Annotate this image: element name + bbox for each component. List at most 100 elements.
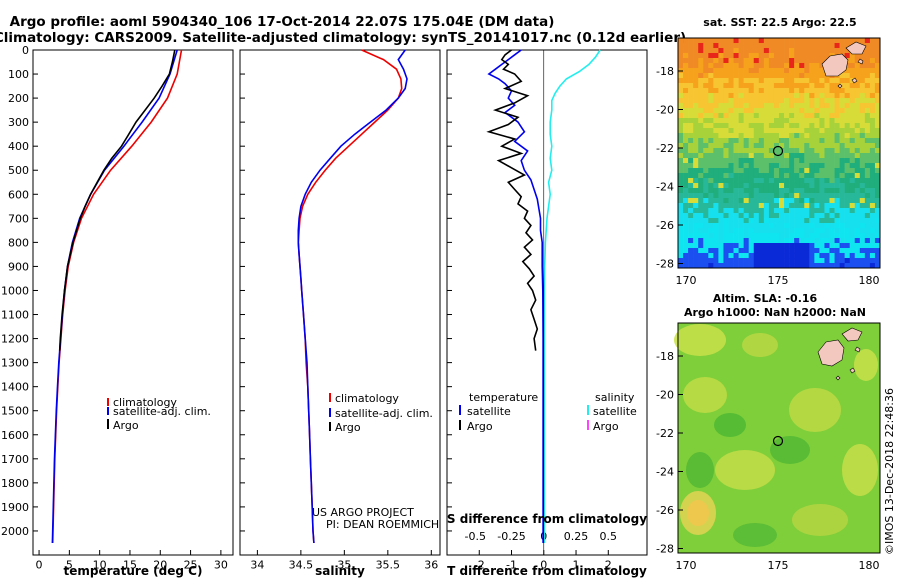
sst-pixel [844,228,850,234]
sst-pixel [794,108,800,114]
sst-pixel [773,133,780,139]
sst-pixel [819,213,825,219]
depth-tick-label: 1300 [1,357,29,370]
depth-tick-label: 100 [8,68,29,81]
sst-pixel [703,183,709,189]
sst-pixel [864,128,871,134]
sst-pixel [693,93,699,99]
sla-anomaly-patch [789,388,841,432]
sst-pixel [859,68,866,74]
sst-pixel [723,88,729,94]
sst-pixel [874,238,881,244]
sst-pixel [753,38,760,44]
sst-pixel [874,158,881,164]
sst-pixel [728,133,734,139]
sst-pixel [839,168,845,174]
sst-pixel [743,73,749,79]
sst-pixel [768,263,775,269]
sst-pixel [799,78,805,84]
sst-pixel [728,253,734,259]
sst-pixel [834,138,840,144]
sst-pixel [849,118,856,124]
difference-legend: temperature satellite Argo salinity sate… [459,391,637,433]
sst-pixel [789,138,795,144]
sst-pixel [708,203,714,209]
sst-pixel [738,183,744,189]
sst-pixel [683,183,689,189]
sst-pixel [784,208,790,214]
sst-pixel [874,228,881,234]
sst-pixel [824,78,830,84]
sst-pixel [819,253,825,259]
depth-tick-label: 1700 [1,453,29,466]
sst-pixel [703,78,709,84]
sst-pixel [753,203,760,209]
sst-pixel [804,123,810,129]
sst-pixel [743,248,749,254]
sst-pixel [799,223,805,229]
difference-plot-frame [446,49,648,556]
sst-pixel [713,48,719,54]
sst-pixel [829,263,835,269]
sst-pixel [683,198,689,204]
sst-pixel [728,178,734,184]
sst-pixel [748,103,755,109]
sst-pixel [809,63,815,69]
sst-pixel [814,78,820,84]
sst-pixel [698,88,704,94]
sst-pixel [789,103,795,109]
sst-pixel [708,143,714,149]
sst-pixel [678,208,684,214]
sst-pixel [763,93,770,99]
sst-pixel [723,38,729,44]
title-line-2: Climatology: CARS2009. Satellite-adjuste… [0,30,686,46]
sst-pixel [738,253,744,259]
sst-pixel [789,173,795,179]
sst-pixel [779,58,785,64]
sst-pixel [839,93,845,99]
sst-pixel [738,263,744,269]
sst-pixel [758,143,765,149]
sst-pixel [799,58,805,64]
sst-pixel [753,223,760,229]
sst-pixel [693,78,699,84]
longitude-tick-label: 170 [676,559,697,572]
sst-pixel [768,143,775,149]
sst-pixel [708,253,714,259]
sst-pixel [839,138,845,144]
sst-pixel [784,163,790,169]
depth-tick-label: 700 [8,212,29,225]
sst-pixel [784,143,790,149]
sst-pixel [809,68,815,74]
sst-pixel [753,93,760,99]
sst-pixel [763,188,770,194]
sst-pixel [854,158,861,164]
sst-pixel [849,178,856,184]
sst-pixel [779,228,785,234]
sst-pixel [814,183,820,189]
sst-pixel [874,108,881,114]
sst-pixel [834,178,840,184]
sst-pixel [814,133,820,139]
sst-pixel [768,88,775,94]
sst-pixel [849,128,856,134]
sst-pixel [773,63,780,69]
sst-pixel [869,118,876,124]
sst-pixel [713,38,719,44]
sst-pixel [849,148,856,154]
sst-pixel [849,263,856,269]
sst-pixel [799,218,805,224]
sst-pixel [698,188,704,194]
sst-pixel [763,38,770,44]
sst-pixel [698,193,704,199]
sst-pixel [773,93,780,99]
sst-pixel [819,128,825,134]
sst-pixel [829,223,835,229]
sst-pixel [758,153,765,159]
sst-pixel [844,168,850,174]
sst-pixel [698,53,704,59]
sst-pixel [773,178,780,184]
longitude-tick-label: 180 [859,274,880,287]
sst-pixel [693,83,699,89]
sst-pixel [859,238,866,244]
